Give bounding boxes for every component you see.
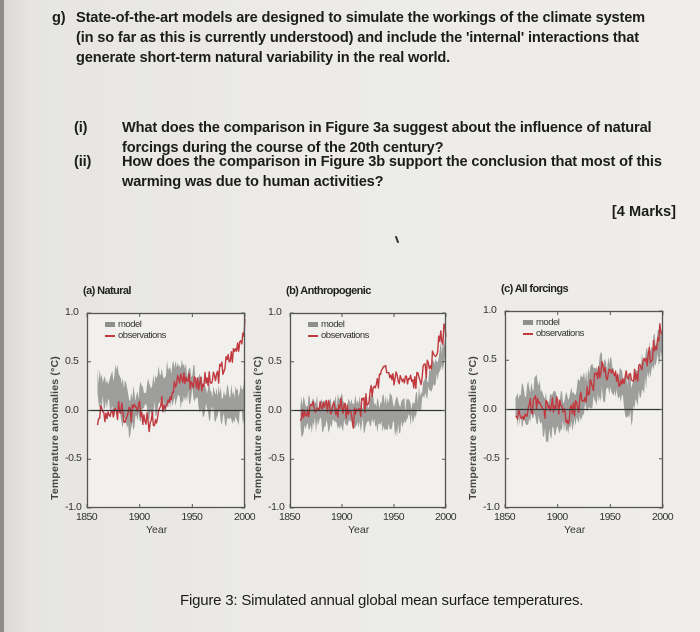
y-axis-title: Temperature anomalies (°C) [467,356,479,500]
chart-legend: model observations [308,319,369,341]
legend-swatch-observations [105,334,115,337]
y-tick-label: 0.5 [483,353,497,366]
x-axis-title: Year [348,524,370,536]
y-axis-title: Temperature anomalies (°C) [49,356,61,500]
y-tick-label: -1.0 [483,501,500,513]
x-tick-label: 2000 [234,511,256,523]
y-tick-label: -0.5 [65,452,82,465]
legend-swatch-observations [523,332,533,335]
page-edge-shadow [0,0,4,632]
x-tick-label: 1950 [383,511,405,523]
y-tick-label: 0.0 [268,403,282,416]
legend-item-observations: observations [105,330,166,341]
legend-label: observations [118,330,166,341]
legend-swatch-model [105,322,115,327]
legend-item-observations: observations [523,328,584,339]
question-line-3: generate short-term natural variability … [76,50,451,66]
x-tick-label: 2000 [435,511,457,523]
x-tick-label: 1950 [599,511,621,523]
y-tick-label: 1.0 [483,304,497,316]
legend-swatch-observations [308,334,318,337]
chart-legend: model observations [105,319,166,341]
panel-title: (a) Natural [83,285,131,297]
question-line-1: g) State-of-the-art models are designed t… [52,10,645,26]
legend-label: model [536,317,560,328]
x-tick-label: 1900 [331,511,353,523]
y-tick-label: 0.0 [483,402,497,415]
pen-mark [394,235,400,244]
y-axis-title: Temperature anomalies (°C) [252,356,264,500]
y-tick-label: 1.0 [268,306,282,318]
legend-label: observations [536,328,584,339]
legend-swatch-model [523,320,533,325]
y-tick-label: -0.5 [268,452,285,465]
legend-item-model: model [523,317,584,328]
x-axis-title: Year [146,524,168,536]
panel-title: (b) Anthropogenic [286,285,371,297]
legend-label: observations [321,330,369,341]
x-tick-label: 1900 [546,511,569,523]
y-tick-label: -1.0 [65,501,82,513]
y-tick-label: 0.5 [268,354,282,367]
chart-legend: model observations [523,317,584,339]
x-axis-title: Year [564,524,586,536]
legend-label: model [118,319,142,330]
plot-area [504,310,664,509]
model-series-band [515,319,663,443]
y-tick-label: -0.5 [483,451,500,464]
plot-area [86,312,246,509]
y-tick-label: 0.0 [65,403,79,416]
x-tick-label: 1850 [76,511,98,523]
question-label: g) [52,10,66,26]
x-tick-label: 2000 [652,511,674,523]
question-line-2: (in so far as this is currently understo… [76,30,639,46]
panel-title: (c) All forcings [501,283,569,295]
y-tick-label: 1.0 [65,306,79,318]
legend-item-observations: observations [308,330,369,341]
legend-item-model: model [308,319,369,330]
y-tick-label: 0.5 [65,354,79,367]
observations-series-line [299,323,447,429]
marks-label: [4 Marks] [611,204,676,220]
x-tick-label: 1900 [128,511,151,523]
question-g: g) State-of-the-art models are designed t… [52,8,692,68]
x-tick-label: 1850 [279,511,301,523]
sub-question-number: (i) [74,120,88,136]
legend-label: model [321,319,345,330]
legend-item-model: model [105,319,166,330]
sub-question-number: (ii) [74,154,92,170]
legend-swatch-model [308,322,318,327]
observations-series-line [515,323,664,425]
observations-series-line [96,318,246,433]
x-tick-label: 1850 [494,511,516,523]
x-tick-label: 1950 [181,511,203,523]
figure-caption: Figure 3: Simulated annual global mean s… [180,592,584,609]
y-tick-label: -1.0 [268,501,285,513]
plot-area [289,312,447,509]
